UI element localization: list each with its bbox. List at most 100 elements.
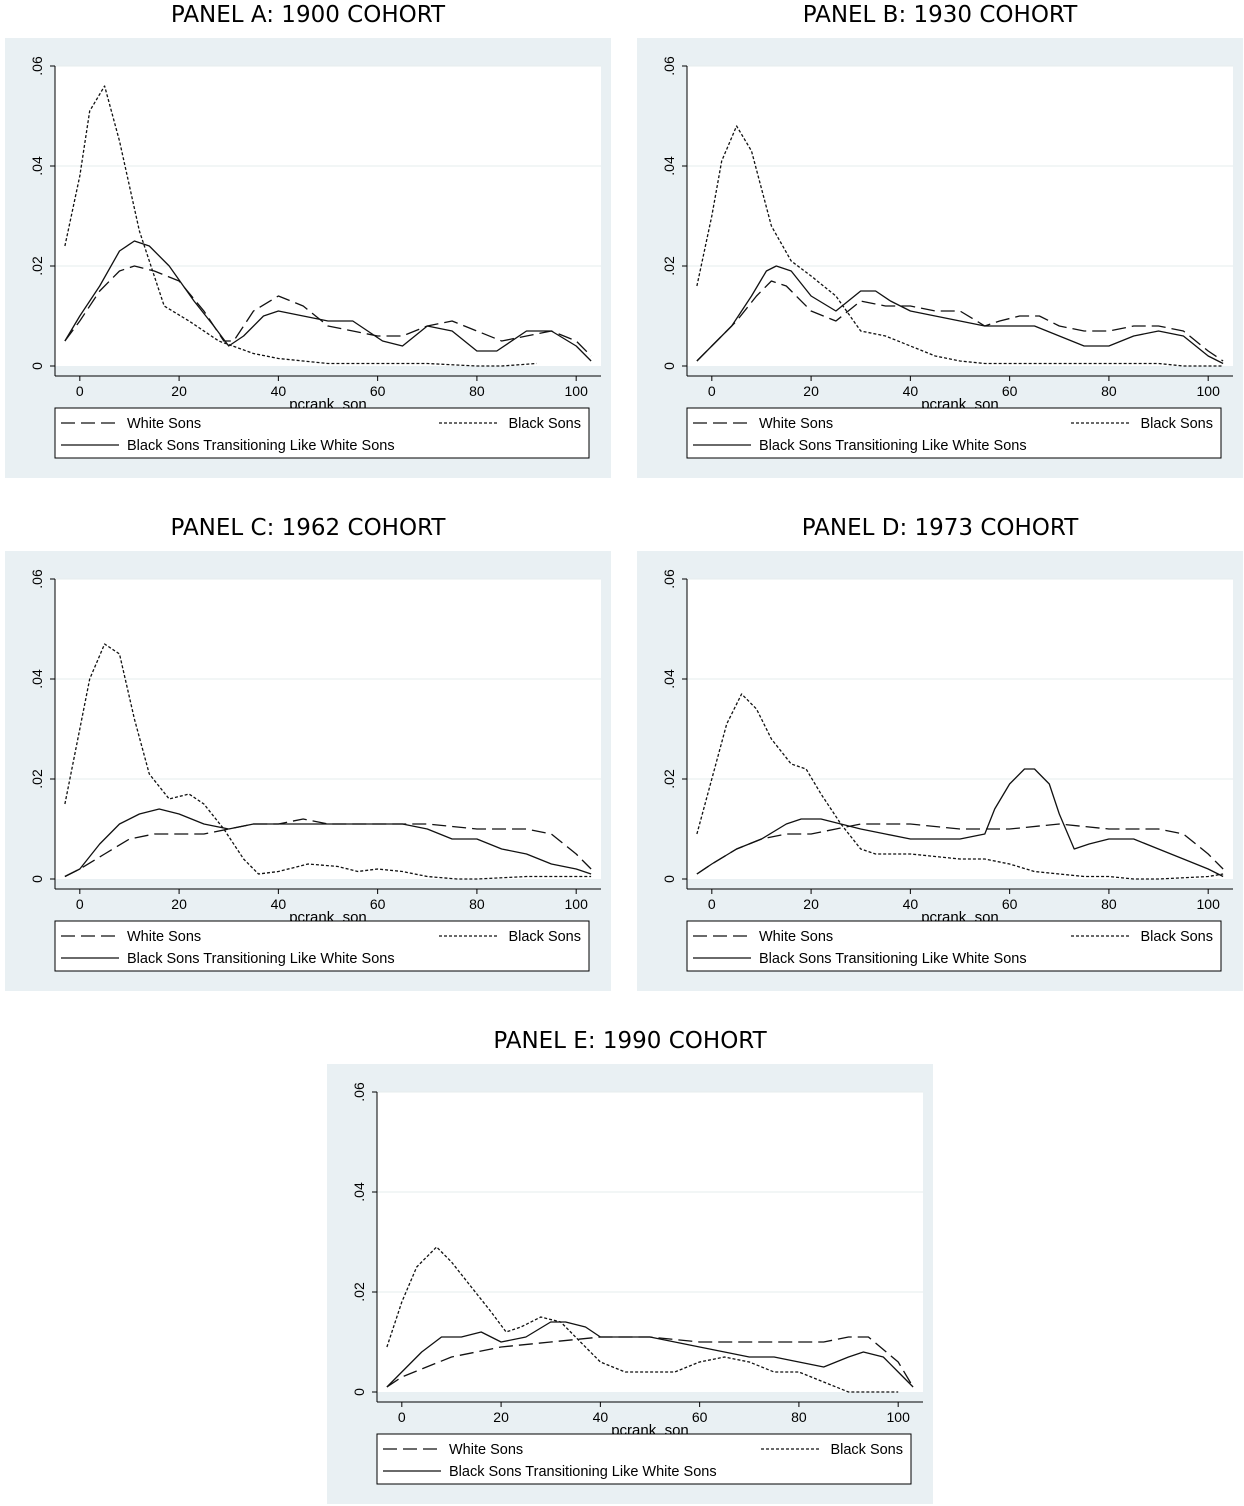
chart-title: PANEL D: 1973 COHORT	[801, 515, 1079, 541]
x-tick-label: 40	[903, 896, 919, 912]
series-line-black-sons-transitioning-like-white-sons	[64, 808, 592, 878]
y-tick-label: .02	[29, 769, 45, 789]
x-tick-label: 0	[708, 383, 716, 399]
chart-title: PANEL A: 1900 COHORT	[170, 2, 446, 28]
legend-label: White Sons	[127, 929, 201, 945]
legend-label: White Sons	[759, 929, 833, 945]
legend-label: Black Sons Transitioning Like White Sons	[759, 951, 1027, 967]
chart-panel-b: PANEL B: 1930 COHORT 0 .02 .04 .06 0 20 40 60 80…	[637, 0, 1243, 480]
legend-label: Black Sons	[508, 929, 581, 945]
y-tick-label: 0	[351, 1388, 367, 1396]
legend-box	[54, 407, 590, 459]
legend-label: White Sons	[449, 1442, 523, 1458]
x-tick-label: 100	[1197, 383, 1221, 399]
chart-frame: 0.02.04.06 0 20 40 60 80 100 pcrank_son White So…	[5, 38, 611, 478]
series-line-black-sons-transitioning-like-white-sons	[696, 768, 1224, 878]
chart-panel-e: PANEL E: 1990 COHORT 0 .02 .04 .06 0 20 40 60 80…	[327, 1026, 933, 1506]
x-tick-label: 40	[271, 383, 287, 399]
legend-label: Black Sons	[830, 1442, 903, 1458]
y-tick-label: .04	[661, 156, 677, 176]
legend-label: Black Sons Transitioning Like White Sons	[127, 951, 395, 967]
series-line-white-sons	[696, 280, 1224, 362]
plot-area	[55, 579, 601, 879]
chart-frame: 0.02.04.06 0 20 40 60 80 100 pcrank_son White So…	[637, 38, 1243, 478]
chart-title: PANEL B: 1930 COHORT	[802, 2, 1078, 28]
chart-title: PANEL C: 1962 COHORT	[170, 515, 446, 541]
y-tick-label: .04	[661, 669, 677, 689]
chart-frame: 0.02.04.06 0 20 40 60 80 100 pcrank_son White So…	[637, 551, 1243, 991]
legend-label: Black Sons Transitioning Like White Sons	[759, 438, 1027, 454]
x-tick-label: 100	[887, 1409, 911, 1425]
x-tick-label: 0	[398, 1409, 406, 1425]
y-tick-label: .06	[351, 1082, 367, 1102]
x-tick-label: 100	[565, 896, 589, 912]
x-tick-label: 80	[469, 383, 485, 399]
legend-label: Black Sons	[1140, 416, 1213, 432]
series-line-black-sons	[696, 125, 1224, 367]
y-tick-label: .06	[661, 569, 677, 589]
legend-label: White Sons	[127, 416, 201, 432]
chart-panel-d: PANEL D: 1973 COHORT 0 .02 .04 .06 0 20 40 60 80…	[637, 513, 1243, 993]
y-tick-label: .02	[661, 256, 677, 276]
series-line-black-sons-transitioning-like-white-sons	[696, 265, 1224, 365]
x-tick-label: 60	[692, 1409, 708, 1425]
y-tick-label: .06	[661, 56, 677, 76]
x-tick-label: 100	[565, 383, 589, 399]
y-tick-label: .02	[351, 1282, 367, 1302]
y-tick-label: .02	[661, 769, 677, 789]
plot-area	[377, 1092, 923, 1392]
y-tick-label: 0	[29, 875, 45, 883]
y-tick-label: 0	[29, 362, 45, 370]
legend-box	[686, 407, 1222, 459]
series-line-white-sons	[64, 265, 592, 357]
x-tick-label: 20	[803, 383, 819, 399]
x-tick-label: 60	[1002, 896, 1018, 912]
legend-box	[376, 1433, 912, 1485]
legend-box	[54, 920, 590, 972]
legend-label: Black Sons Transitioning Like White Sons	[127, 438, 395, 454]
legend-label: Black Sons	[1140, 929, 1213, 945]
x-tick-label: 20	[171, 896, 187, 912]
plot-area	[687, 66, 1233, 366]
x-tick-label: 20	[803, 896, 819, 912]
y-tick-label: .02	[29, 256, 45, 276]
chart-frame: 0.02.04.06 0 20 40 60 80 100 pcrank_son White So…	[5, 551, 611, 991]
y-tick-label: .04	[29, 669, 45, 689]
y-tick-label: 0	[661, 875, 677, 883]
x-tick-label: 40	[271, 896, 287, 912]
legend-label: Black Sons	[508, 416, 581, 432]
series-line-black-sons	[696, 693, 1224, 880]
x-tick-label: 40	[903, 383, 919, 399]
x-tick-label: 60	[370, 896, 386, 912]
chart-panel-c: PANEL C: 1962 COHORT 0 .02 .04 .06 0 20 40 60 80…	[5, 513, 611, 993]
x-tick-label: 20	[493, 1409, 509, 1425]
series-line-black-sons	[64, 85, 537, 367]
y-tick-label: 0	[661, 362, 677, 370]
x-tick-label: 0	[76, 383, 84, 399]
x-tick-label: 100	[1197, 896, 1221, 912]
chart-frame: 0.02.04.06 0 20 40 60 80 100 pcrank_son White So…	[327, 1064, 933, 1504]
legend-label: White Sons	[759, 416, 833, 432]
x-tick-label: 80	[469, 896, 485, 912]
y-tick-label: .06	[29, 56, 45, 76]
chart-panel-a: PANEL A: 1900 COHORT 0 .02 .04 .06 0 20 40 60 80…	[5, 0, 611, 480]
x-tick-label: 80	[1101, 896, 1117, 912]
x-tick-label: 80	[791, 1409, 807, 1425]
x-tick-label: 80	[1101, 383, 1117, 399]
plot-area	[55, 66, 601, 366]
x-tick-label: 60	[1002, 383, 1018, 399]
chart-title: PANEL E: 1990 COHORT	[493, 1028, 767, 1054]
legend-box	[686, 920, 1222, 972]
x-tick-label: 40	[593, 1409, 609, 1425]
y-tick-label: .06	[29, 569, 45, 589]
series-line-black-sons-transitioning-like-white-sons	[64, 240, 592, 362]
legend-label: Black Sons Transitioning Like White Sons	[449, 1464, 717, 1480]
y-tick-label: .04	[351, 1182, 367, 1202]
x-tick-label: 20	[171, 383, 187, 399]
y-tick-label: .04	[29, 156, 45, 176]
